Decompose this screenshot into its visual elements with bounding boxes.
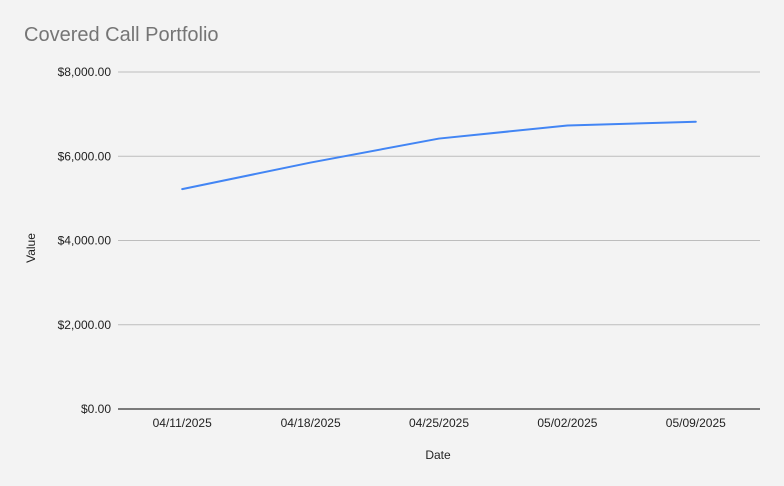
y-tick-label: $6,000.00	[58, 149, 112, 163]
y-tick-labels: $0.00 $2,000.00 $4,000.00 $6,000.00 $8,000.0…	[58, 65, 112, 416]
gridlines	[118, 71, 760, 410]
y-axis-title: Value	[24, 233, 38, 263]
x-tick-label: 05/09/2025	[666, 416, 726, 430]
series-layer	[181, 120, 697, 191]
x-tick-label: 04/25/2025	[409, 416, 469, 430]
x-axis-title: Date	[425, 448, 451, 462]
y-tick-label: $2,000.00	[58, 318, 112, 332]
series-line	[181, 120, 697, 191]
y-tick-label: $0.00	[81, 402, 111, 416]
y-tick-label: $8,000.00	[58, 65, 112, 79]
y-tick-label: $4,000.00	[58, 234, 112, 248]
chart-title: Covered Call Portfolio	[24, 24, 219, 46]
x-tick-label: 04/18/2025	[281, 416, 341, 430]
x-tick-label: 05/02/2025	[537, 416, 597, 430]
x-tick-labels: 04/11/2025 04/18/2025 04/25/2025 05/02/2025…	[153, 416, 727, 430]
x-tick-label: 04/11/2025	[153, 416, 212, 430]
